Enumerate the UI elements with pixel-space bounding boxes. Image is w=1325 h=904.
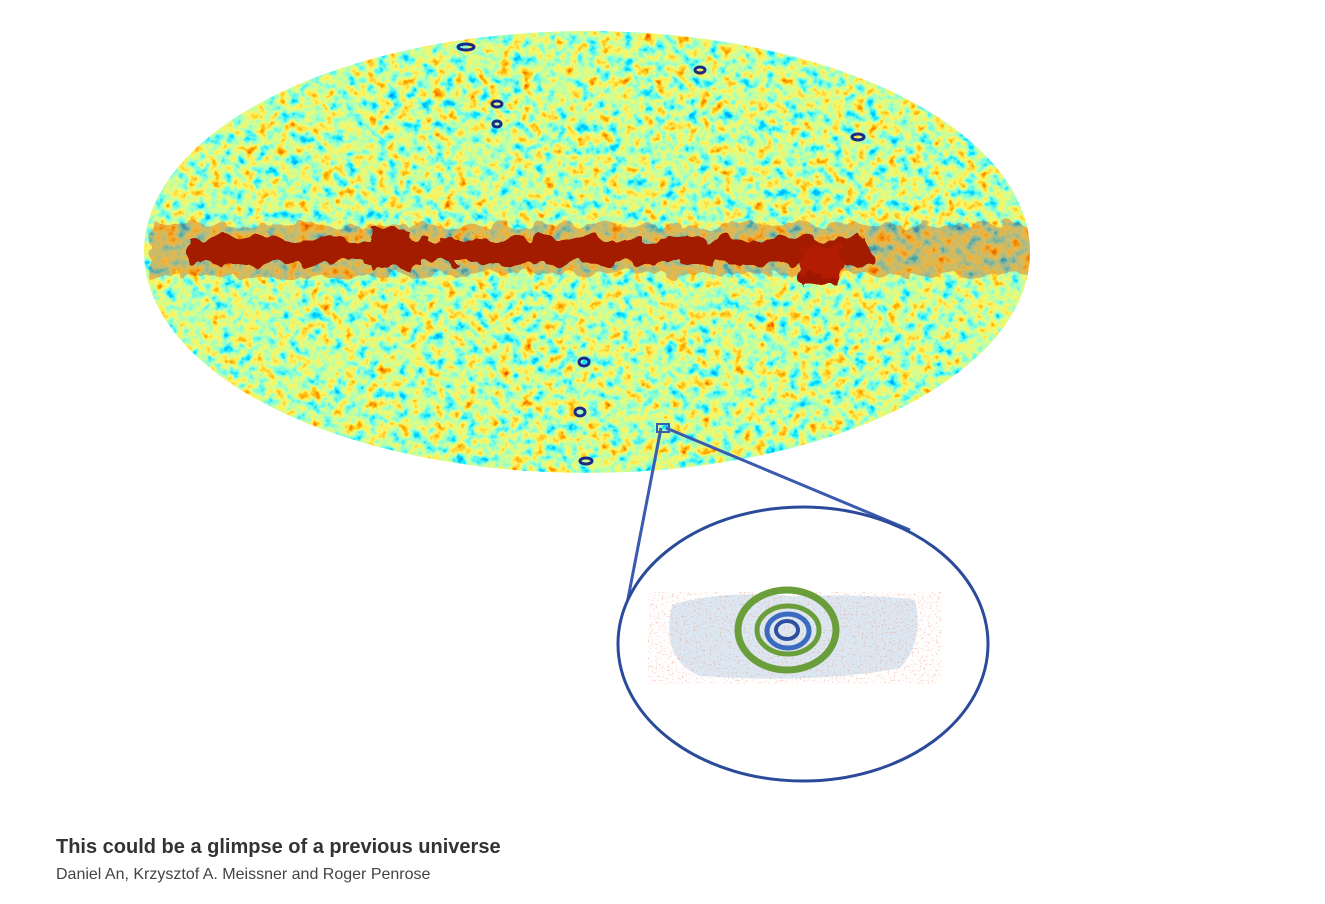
zoom-line: [665, 426, 911, 532]
figure: [144, 31, 1030, 783]
sky-map: [144, 31, 1030, 473]
inset: [669, 586, 918, 679]
galactic-band: [150, 225, 1030, 285]
caption-title: This could be a glimpse of a previous un…: [56, 836, 501, 858]
rings: [456, 42, 866, 466]
zoom-box: [656, 423, 670, 433]
caption-credit: Daniel An, Krzysztof A. Meissner and Rog…: [56, 866, 431, 883]
